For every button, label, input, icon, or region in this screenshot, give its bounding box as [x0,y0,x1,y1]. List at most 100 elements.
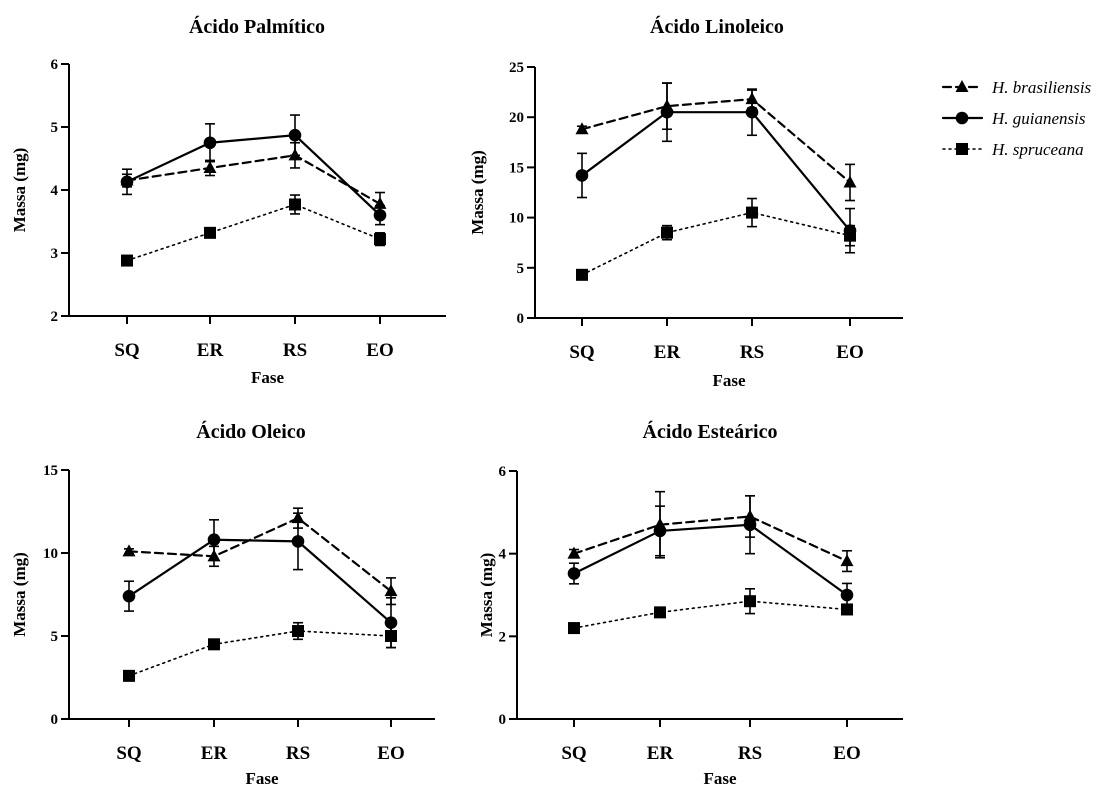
x-axis-title: Fase [251,368,285,387]
series-line [126,203,381,262]
marker-square [746,206,758,219]
x-tick-label: ER [201,743,228,764]
marker-circle [291,535,305,548]
marker-triangle [203,160,217,173]
marker-square [292,625,304,638]
marker-triangle [575,122,589,135]
legend: H. brasiliensis H. guianensis H. spruceana [941,78,1092,159]
x-tick-label: EO [833,743,860,764]
y-tick-label: 5 [51,629,59,645]
y-axis-title: Massa (mg) [477,553,496,638]
marker-square [654,606,666,619]
series-line [572,523,849,597]
marker-square [568,622,580,635]
y-axis-title: Massa (mg) [468,150,487,235]
y-tick-label: 2 [51,309,59,325]
y-tick-label: 15 [509,160,524,176]
marker-triangle [955,80,969,92]
y-tick-label: 4 [51,183,59,199]
marker-square [956,143,968,155]
y-axis-title: Massa (mg) [10,148,29,233]
marker-circle [660,105,674,119]
series-line [125,154,382,205]
x-axis-title: Fase [703,769,737,788]
marker-square [841,603,853,616]
series [122,512,398,649]
series-line [572,515,849,563]
marker-triangle [840,554,854,567]
chart-panel: Ácido Palmítico 2 3 4 5 6 SQ ER RS EO Fase Massa (m… [10,15,446,387]
x-tick-label: ER [647,743,674,764]
legend-item: H. spruceana [942,140,1084,159]
chart-title: Ácido Palmítico [189,15,325,38]
series [567,490,854,573]
y-tick-label: 5 [51,120,59,136]
x-axis-title: Fase [245,769,279,788]
x-tick-label: SQ [569,342,594,363]
marker-circle [384,616,398,630]
marker-square [121,254,133,267]
series-line [127,516,393,593]
series-line [125,134,382,217]
marker-circle [745,105,759,119]
marker-square [289,198,301,211]
y-tick-label: 0 [51,712,59,728]
chart-panels: Ácido Palmítico 2 3 4 5 6 SQ ER RS EO Fase Massa (m… [10,15,903,788]
series [121,194,386,267]
marker-circle [288,128,302,142]
x-tick-label: SQ [116,743,141,764]
chart-panel: Ácido Esteárico 0 2 4 6 SQ ER RS EO Fase Massa (mg… [477,420,903,788]
marker-triangle [567,546,581,559]
marker-square [576,268,588,281]
marker-square [208,638,220,651]
series [575,82,857,254]
x-tick-label: RS [740,342,764,363]
series [120,141,387,216]
marker-square [385,630,397,642]
chart-title: Ácido Esteárico [643,420,778,443]
series-line [128,630,392,677]
marker-circle [207,533,221,547]
series [120,114,387,226]
marker-triangle [384,584,398,597]
x-tick-label: ER [654,342,681,363]
x-tick-label: EO [366,340,393,361]
marker-circle [122,589,136,603]
y-tick-label: 25 [509,60,524,76]
series-line [580,111,852,232]
marker-triangle [122,544,136,557]
marker-square [204,226,216,239]
marker-square [374,233,386,246]
marker-circle [575,169,589,182]
series [123,621,397,682]
series [567,494,854,608]
x-tick-label: RS [738,743,762,764]
marker-square [844,229,856,242]
y-tick-label: 2 [499,629,507,645]
series [575,82,857,202]
marker-circle [120,175,134,189]
legend-label: H. brasiliensis [991,78,1092,97]
marker-circle [955,111,969,125]
chart-panel: Ácido Oleico 0 5 10 15 SQ ER RS EO Fase Massa (mg) [10,420,435,788]
chart-title: Ácido Linoleico [650,15,784,38]
x-tick-label: SQ [561,743,586,764]
marker-square [123,669,135,682]
legend-label: H. guianensis [991,109,1086,128]
series [568,587,853,635]
x-tick-label: EO [836,342,863,363]
y-tick-label: 6 [51,57,59,73]
x-axis-title: Fase [712,371,746,390]
y-tick-label: 10 [509,211,524,227]
series-line [127,538,393,624]
marker-circle [373,208,387,222]
y-tick-label: 15 [43,463,58,479]
marker-circle [743,518,757,532]
marker-square [661,226,673,239]
x-tick-label: SQ [114,340,139,361]
series-line [573,600,848,629]
chart-title: Ácido Oleico [196,420,305,443]
y-tick-label: 0 [517,311,525,327]
y-tick-label: 0 [499,712,507,728]
marker-circle [653,524,667,538]
